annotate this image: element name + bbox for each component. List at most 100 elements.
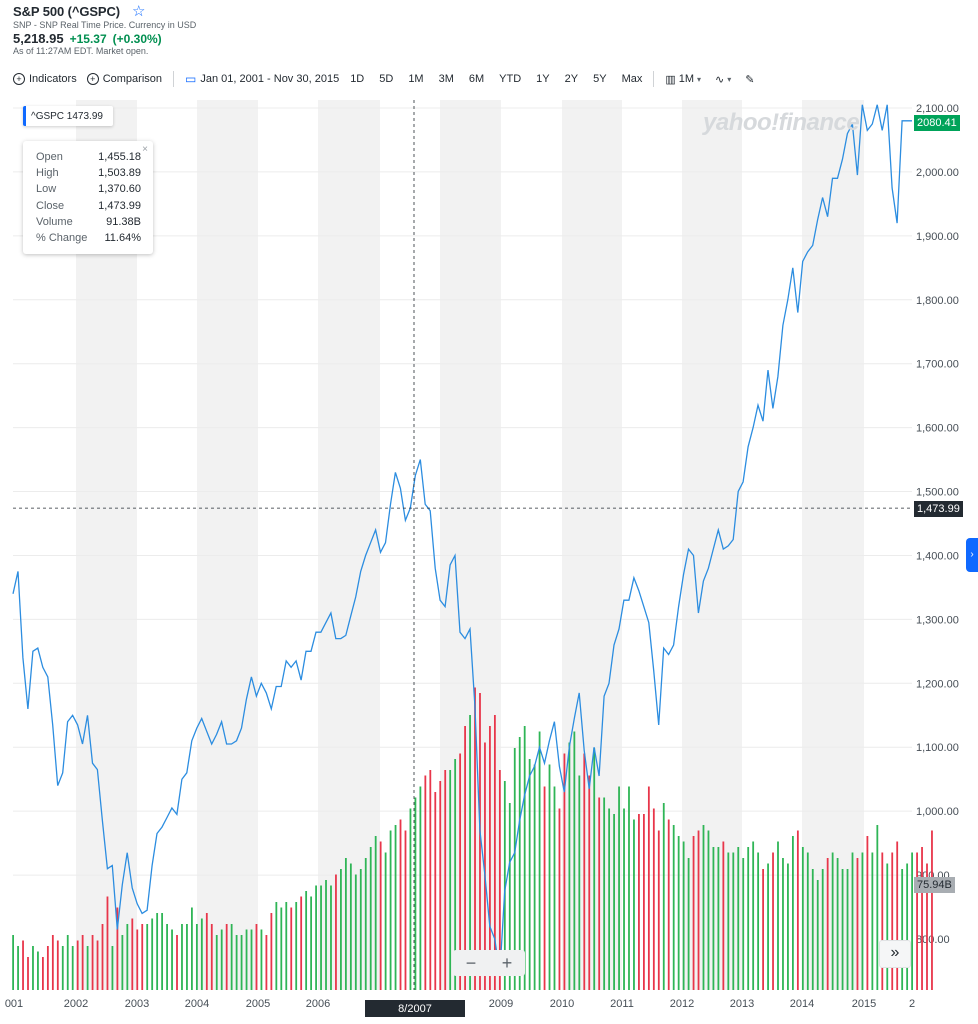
chart-type-dropdown[interactable]: ∿ ▾ bbox=[715, 73, 731, 86]
volume-bar bbox=[240, 935, 243, 990]
volume-bar bbox=[533, 764, 536, 990]
crosshair-date-tag: 8/2007 bbox=[365, 1000, 465, 1017]
volume-bar bbox=[354, 874, 357, 990]
plus-circle-icon: + bbox=[86, 73, 99, 85]
volume-bar bbox=[806, 852, 809, 990]
volume-bar bbox=[667, 819, 670, 990]
divider bbox=[173, 71, 175, 87]
volume-bar bbox=[871, 852, 874, 990]
volume-bar bbox=[459, 753, 462, 990]
range-5d[interactable]: 5D bbox=[379, 73, 394, 85]
chevron-down-icon: ▾ bbox=[697, 74, 702, 84]
volume-bar bbox=[623, 808, 625, 990]
volume-bar bbox=[22, 940, 24, 990]
volume-bar bbox=[215, 935, 218, 990]
volume-bar bbox=[335, 874, 337, 990]
volume-bar bbox=[27, 957, 29, 990]
volume-bar bbox=[543, 786, 546, 990]
volume-bar bbox=[876, 825, 879, 990]
volume-bar bbox=[290, 907, 293, 990]
symbol-tag[interactable]: ^GSPC 1473.99 bbox=[23, 106, 113, 126]
star-icon[interactable]: ☆ bbox=[132, 3, 146, 20]
volume-bar bbox=[171, 929, 173, 990]
range-5y[interactable]: 5Y bbox=[593, 73, 607, 85]
volume-bar bbox=[474, 687, 476, 990]
volume-bar bbox=[419, 786, 422, 990]
range-max[interactable]: Max bbox=[621, 73, 643, 85]
volume-bar bbox=[896, 841, 899, 990]
zoom-out-button[interactable]: − bbox=[465, 952, 477, 973]
volume-bar bbox=[439, 781, 442, 990]
volume-bar bbox=[906, 863, 909, 990]
volume-bar bbox=[195, 924, 198, 990]
volume-bar bbox=[399, 819, 402, 990]
volume-bar bbox=[265, 935, 268, 990]
x-tick-label: 2015 bbox=[852, 998, 876, 1010]
volume-bar bbox=[548, 764, 551, 990]
volume-bar bbox=[861, 852, 864, 990]
volume-bar bbox=[791, 836, 794, 990]
volume-bar bbox=[851, 852, 854, 990]
volume-bar bbox=[46, 946, 49, 990]
range-3m[interactable]: 3M bbox=[438, 73, 454, 85]
range-1d[interactable]: 1D bbox=[350, 73, 365, 85]
volume-bar bbox=[364, 858, 367, 990]
y-tick-label: 1,900.00 bbox=[916, 231, 959, 243]
volume-bar bbox=[513, 748, 516, 990]
volume-bar bbox=[498, 770, 501, 990]
tooltip-row-low: Low 1,370.60 bbox=[36, 183, 141, 196]
volume-bar bbox=[200, 918, 203, 990]
volume-bar bbox=[652, 808, 655, 990]
range-1y[interactable]: 1Y bbox=[536, 73, 550, 85]
x-tick-label: 001 bbox=[5, 998, 23, 1010]
indicators-label: Indicators bbox=[29, 73, 77, 85]
x-tick-label: 2002 bbox=[64, 998, 88, 1010]
volume-bar bbox=[881, 852, 884, 990]
volume-bar bbox=[916, 852, 918, 990]
zoom-in-button[interactable]: + bbox=[501, 952, 513, 973]
x-tick-label: 2011 bbox=[610, 998, 634, 1010]
volume-bar bbox=[737, 847, 740, 990]
volume-bar bbox=[464, 726, 466, 990]
ohlc-tooltip: × Open 1,455.18 High 1,503.89 Low 1,370.60 … bbox=[23, 141, 153, 254]
indicators-button[interactable]: + Indicators bbox=[13, 73, 77, 85]
volume-bar bbox=[359, 869, 362, 990]
range-1m[interactable]: 1M bbox=[408, 73, 424, 85]
date-range-button[interactable]: ▭ Jan 01, 2001 - Nov 30, 2015 bbox=[185, 72, 339, 86]
volume-bar bbox=[707, 830, 710, 990]
price-change: +15.37 bbox=[69, 32, 107, 46]
volume-bar bbox=[926, 863, 928, 990]
side-panel-toggle[interactable]: › bbox=[966, 538, 978, 572]
volume-bar bbox=[717, 847, 720, 990]
volume-bar bbox=[558, 808, 561, 990]
draw-tool-button[interactable]: ✎ bbox=[745, 73, 754, 86]
volume-bar bbox=[280, 907, 283, 990]
volume-bar bbox=[51, 935, 54, 990]
volume-bar bbox=[613, 814, 615, 990]
close-icon[interactable]: × bbox=[142, 144, 148, 155]
interval-label: 1M bbox=[678, 73, 695, 85]
scroll-right-button[interactable]: » bbox=[879, 940, 911, 968]
volume-bar bbox=[757, 852, 760, 990]
volume-bar bbox=[111, 946, 114, 990]
volume-bar bbox=[454, 759, 457, 990]
volume-bar bbox=[598, 797, 601, 990]
interval-dropdown[interactable]: ▥ 1M ▾ bbox=[665, 73, 701, 86]
volume-bar bbox=[235, 935, 238, 990]
quote-header: S&P 500 (^GSPC) ☆ SNP - SNP Real Time Pr… bbox=[13, 0, 196, 56]
range-6m[interactable]: 6M bbox=[468, 73, 485, 85]
volume-bar bbox=[176, 935, 178, 990]
range-2y[interactable]: 2Y bbox=[564, 73, 579, 85]
volume-bar bbox=[325, 880, 327, 990]
volume-bar bbox=[563, 753, 566, 990]
y-tick-label: 1,600.00 bbox=[916, 423, 959, 435]
volume-bar bbox=[81, 935, 84, 990]
volume-bar bbox=[672, 825, 675, 990]
date-range-label: Jan 01, 2001 - Nov 30, 2015 bbox=[200, 73, 340, 85]
range-ytd[interactable]: YTD bbox=[499, 73, 522, 85]
comparison-button[interactable]: + Comparison bbox=[86, 73, 162, 85]
volume-bar bbox=[608, 808, 611, 990]
volume-bar bbox=[538, 731, 541, 990]
x-tick-label: 2 bbox=[909, 998, 915, 1010]
